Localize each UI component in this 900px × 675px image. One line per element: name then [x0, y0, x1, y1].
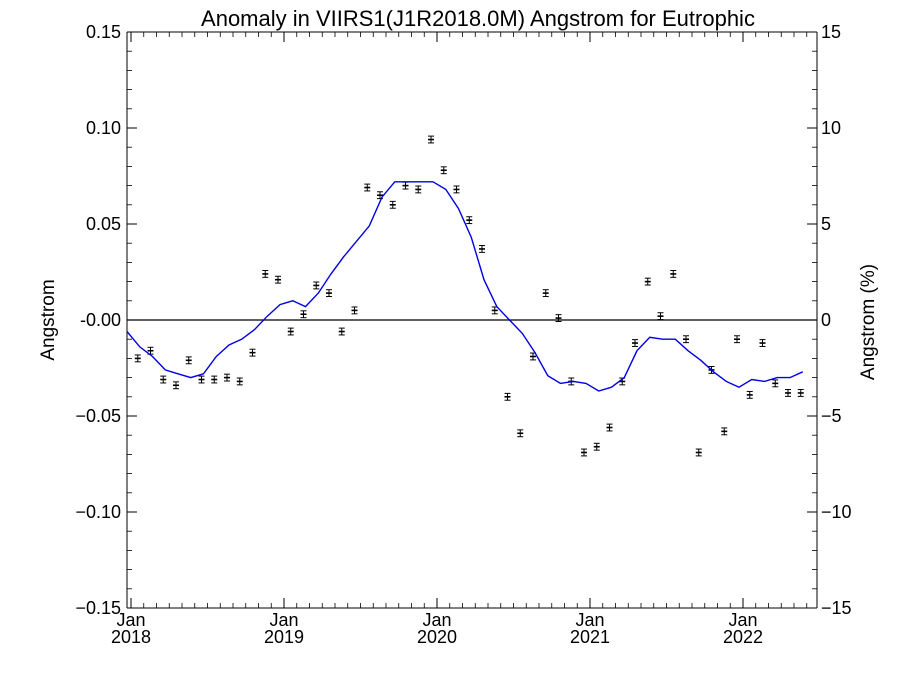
data-point	[670, 270, 677, 278]
x-tick-year: 2022	[723, 627, 763, 647]
left-y-ticks: 0.15 0.10 0.05 -0.00 −0.05 −0.10 −0.15	[75, 22, 137, 618]
data-point	[785, 389, 791, 397]
data-point	[721, 427, 728, 436]
anomaly-points	[134, 135, 804, 457]
left-y-tick-label: 0.10	[86, 118, 121, 138]
right-y-tick-label: 10	[821, 118, 841, 138]
data-point	[287, 327, 294, 336]
data-point	[772, 379, 779, 388]
trend-line	[126, 181, 804, 392]
data-point	[351, 306, 358, 315]
data-point	[491, 306, 498, 315]
data-point	[262, 270, 269, 278]
data-point	[236, 377, 243, 386]
data-point	[173, 381, 179, 390]
data-point	[134, 354, 141, 363]
data-point	[683, 335, 689, 344]
data-point	[644, 277, 651, 286]
x-tick-year: 2020	[417, 627, 457, 647]
x-tick-month: Jan	[422, 610, 451, 630]
data-point	[581, 448, 587, 457]
data-point	[415, 185, 422, 194]
right-y-tick-label: 5	[821, 214, 831, 234]
right-y-tick-label: −5	[821, 406, 842, 426]
left-y-tick-label: 0.05	[86, 214, 121, 234]
y-axis-label-right: Angstrom (%)	[858, 264, 879, 380]
y-axis-label: Angstrom	[38, 279, 59, 360]
left-y-tick-label: -0.00	[80, 310, 121, 330]
data-point	[542, 289, 549, 298]
left-y-tick-label: −0.15	[75, 598, 121, 618]
data-point	[326, 289, 332, 298]
data-point	[313, 281, 320, 290]
data-point	[300, 310, 307, 319]
data-point	[797, 389, 804, 397]
data-point	[428, 135, 434, 144]
minor-ticks	[127, 31, 817, 609]
left-y-tick-label: 0.15	[86, 22, 121, 42]
data-point	[606, 423, 613, 432]
x-tick-month: Jan	[269, 610, 298, 630]
right-y-tick-label: −15	[821, 598, 852, 618]
data-point	[632, 339, 638, 347]
data-point	[249, 348, 256, 357]
data-point	[504, 392, 511, 401]
data-point	[479, 245, 485, 253]
data-point	[389, 200, 396, 209]
data-point	[440, 166, 447, 175]
chart-title: Anomaly in VIIRS1(J1R2018.0M) Angstrom f…	[201, 6, 755, 31]
x-tick-year: 2019	[264, 627, 304, 647]
data-point	[211, 375, 218, 384]
data-point	[734, 335, 740, 344]
left-y-tick-label: −0.10	[75, 502, 121, 522]
x-tick-month: Jan	[575, 610, 604, 630]
data-point	[555, 314, 562, 322]
data-point	[593, 442, 600, 451]
data-point	[402, 181, 409, 190]
data-point	[695, 448, 702, 457]
x-tick-month: Jan	[116, 610, 145, 630]
data-point	[759, 339, 766, 347]
data-point	[746, 390, 753, 399]
data-point	[338, 327, 345, 336]
x-tick-year: 2021	[570, 627, 610, 647]
right-y-tick-label: 15	[821, 22, 841, 42]
data-point	[364, 183, 371, 192]
data-point	[160, 375, 167, 384]
data-point	[466, 216, 473, 225]
right-y-tick-label: 0	[821, 310, 831, 330]
data-point	[517, 429, 524, 438]
data-point	[224, 373, 230, 382]
x-tick-month: Jan	[728, 610, 757, 630]
data-point	[275, 275, 281, 284]
data-point	[657, 312, 664, 321]
right-y-tick-label: −10	[821, 502, 852, 522]
data-point	[185, 356, 192, 365]
x-tick-year: 2018	[111, 627, 151, 647]
data-point	[453, 185, 460, 194]
right-y-ticks: 15 10 5 0 −5 −10 −15	[807, 22, 852, 618]
left-y-tick-label: −0.05	[75, 406, 121, 426]
data-point	[198, 375, 205, 384]
